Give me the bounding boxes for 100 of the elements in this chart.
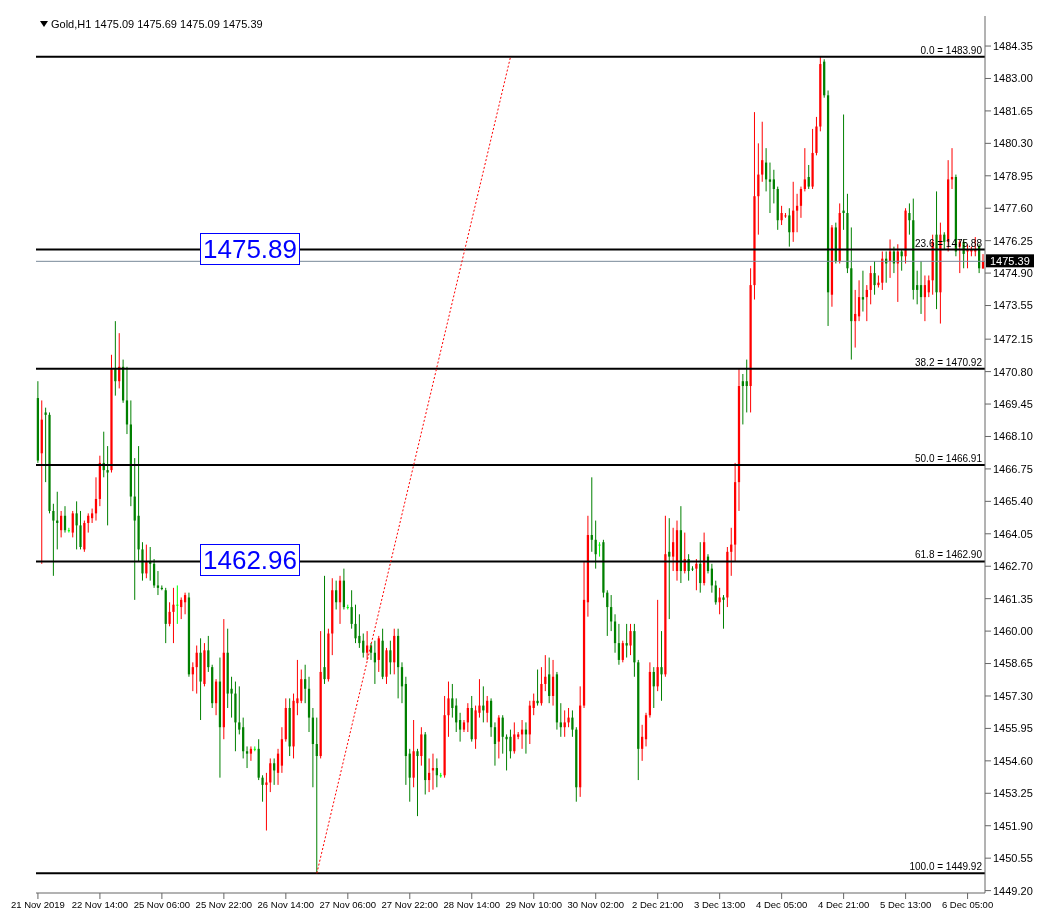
candlestick <box>590 476 593 553</box>
candlestick <box>772 169 775 204</box>
candlestick <box>71 510 74 538</box>
candlestick <box>451 683 454 719</box>
y-tick-label: 1458.65 <box>993 657 1033 670</box>
candlestick <box>249 745 253 762</box>
candlestick <box>90 508 94 524</box>
x-tick-label: 21 Nov 2019 <box>11 898 65 910</box>
candlestick <box>540 666 543 707</box>
y-tick-label: 1481.65 <box>993 104 1033 117</box>
candlestick <box>761 121 764 183</box>
candlestick <box>563 709 566 738</box>
candlestick <box>245 745 249 769</box>
candlestick <box>265 772 268 832</box>
candlestick <box>79 510 82 550</box>
candlestick <box>722 594 725 630</box>
ref-line-label: 50.0 = 1466.91 <box>914 453 983 465</box>
candlestick <box>795 193 799 233</box>
candlestick <box>916 270 919 305</box>
ref-line-label: 0.0 = 1483.90 <box>920 44 983 56</box>
y-tick-label: 1462.70 <box>993 560 1033 573</box>
candlestick <box>354 604 357 644</box>
y-tick-label: 1454.60 <box>993 754 1033 767</box>
x-tick-label: 4 Dec 21:00 <box>818 898 870 910</box>
y-tick-label: 1466.75 <box>993 462 1033 475</box>
y-tick-label: 1474.90 <box>993 267 1033 279</box>
candlestick <box>780 205 783 226</box>
y-tick-label: 1484.35 <box>993 39 1033 52</box>
candlestick <box>567 707 570 728</box>
y-tick-label: 1451.90 <box>993 819 1033 832</box>
candlestick <box>44 407 47 483</box>
x-tick-label: 5 Dec 13:00 <box>879 898 932 910</box>
x-tick-label: 25 Nov 06:00 <box>133 898 191 910</box>
x-tick-label: 26 Nov 14:00 <box>257 898 315 910</box>
y-tick-label: 1470.80 <box>993 365 1033 378</box>
ref-line-label: 38.2 = 1470.92 <box>914 356 983 368</box>
candlestick <box>75 500 78 550</box>
y-tick-label: 1457.30 <box>993 689 1033 702</box>
candlestick <box>807 164 810 190</box>
candlestick <box>559 702 562 738</box>
candlestick <box>877 275 880 289</box>
y-tick-label: 1469.45 <box>993 397 1033 410</box>
candlestick <box>718 587 721 615</box>
candlestick <box>377 635 380 673</box>
x-tick-label: 29 Nov 10:00 <box>505 898 562 910</box>
y-tick-label: 1460.00 <box>993 625 1033 638</box>
candlestick <box>304 664 307 704</box>
y-tick-label: 1483.00 <box>993 72 1033 85</box>
ref-line-label: 100.0 = 1449.92 <box>909 861 983 873</box>
candlestick <box>548 657 551 704</box>
y-tick-label: 1478.95 <box>993 169 1033 182</box>
y-tick-label: 1450.55 <box>993 852 1033 865</box>
candlestick <box>668 517 671 620</box>
y-tick-label: 1476.25 <box>993 234 1033 247</box>
y-tick-label: 1468.10 <box>993 430 1033 443</box>
candlestick <box>52 503 55 577</box>
y-tick-label: 1461.35 <box>993 592 1033 605</box>
x-tick-label: 4 Dec 05:00 <box>756 898 808 910</box>
candlestick <box>695 558 698 591</box>
candlestick <box>509 729 512 759</box>
candlestick <box>106 445 109 526</box>
candlestick <box>741 373 744 425</box>
y-tick-label: 1449.20 <box>993 884 1033 897</box>
candlestick <box>420 726 423 767</box>
x-tick-label: 28 Nov 14:00 <box>443 898 501 910</box>
candlestick <box>888 238 892 279</box>
y-tick-label: 1480.30 <box>993 137 1033 150</box>
candlestick <box>505 733 508 771</box>
candlestick <box>842 114 845 231</box>
candlestick <box>67 527 70 534</box>
candlestick <box>660 630 663 702</box>
candlestick <box>908 202 911 236</box>
candlestick <box>261 774 264 803</box>
x-tick-label: 3 Dec 13:00 <box>694 898 746 910</box>
y-tick-label: 1453.25 <box>993 787 1033 800</box>
x-tick-label: 27 Nov 06:00 <box>319 898 377 910</box>
candlestick <box>458 712 462 743</box>
candlestick <box>176 584 179 625</box>
candlestick <box>300 669 303 704</box>
candlestick <box>168 601 171 627</box>
candlestick <box>447 681 450 738</box>
y-tick-label: 1473.55 <box>993 299 1033 312</box>
candlestick <box>323 575 326 685</box>
candlestick <box>625 623 628 659</box>
y-tick-label: 1472.15 <box>993 333 1033 346</box>
x-tick-label: 30 Nov 02:00 <box>567 898 624 910</box>
candlestick <box>861 270 865 313</box>
candlestick <box>358 613 361 649</box>
x-tick-label: 6 Dec 05:00 <box>941 898 994 910</box>
candlestick <box>873 260 876 296</box>
candlestick <box>768 162 772 214</box>
candlestick <box>672 527 675 572</box>
candlestick <box>536 669 539 707</box>
candlestick <box>598 541 601 558</box>
annotation: 1462.96 <box>200 543 300 576</box>
candlestick <box>571 709 574 738</box>
annotation: 1475.89 <box>200 233 300 266</box>
candlestick <box>416 748 419 817</box>
x-tick-label: 25 Nov 22:00 <box>195 898 253 910</box>
ref-line-label: 61.8 = 1462.90 <box>914 549 983 561</box>
